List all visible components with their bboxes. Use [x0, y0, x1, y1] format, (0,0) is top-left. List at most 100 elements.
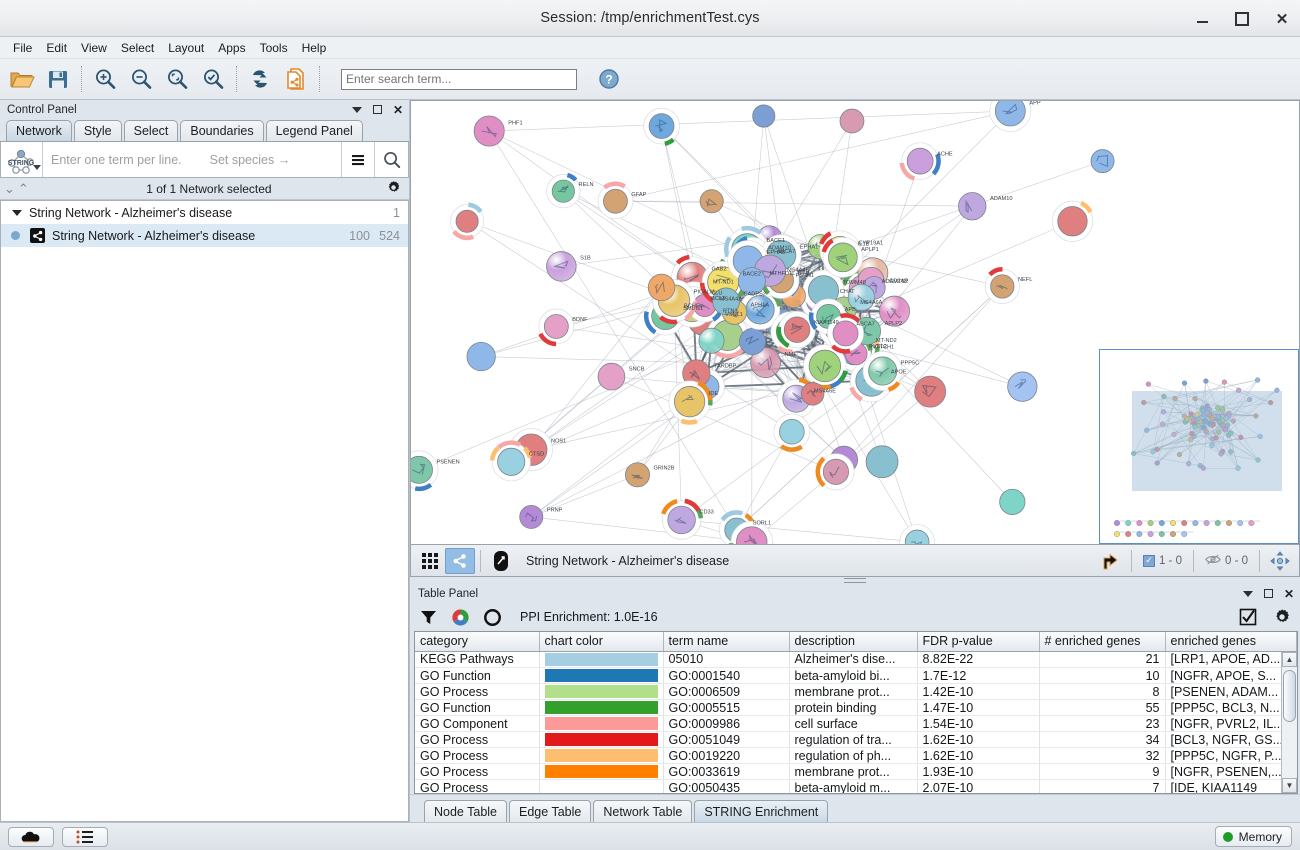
hidden-count-label: 0 - 0	[1224, 554, 1248, 567]
hamburger-menu-icon[interactable]	[342, 142, 375, 177]
node-label: BIN1	[798, 271, 810, 277]
cell-genes: [NGFR, PSENEN,...	[1165, 763, 1297, 780]
tab-node-table[interactable]: Node Table	[424, 800, 508, 822]
tab-style[interactable]: Style	[73, 120, 122, 141]
col-term-name[interactable]: term name	[663, 632, 790, 652]
network-view-icon[interactable]	[445, 547, 475, 574]
memory-status-button[interactable]: Memory	[1214, 826, 1292, 847]
table-vertical-scrollbar[interactable]: ▲ ▼	[1281, 651, 1297, 793]
table-panel-dropdown-icon[interactable]	[1242, 590, 1253, 597]
refresh-icon[interactable]	[242, 61, 278, 97]
search-icon[interactable]	[375, 142, 408, 177]
tree-expand-icon[interactable]	[12, 209, 22, 216]
table-row[interactable]: GO Component GO:0009986 cell surface 1.54E-…	[415, 715, 1297, 732]
menu-file[interactable]: File	[13, 40, 33, 55]
cloud-icon[interactable]	[8, 826, 54, 847]
tab-edge-table[interactable]: Edge Table	[509, 800, 592, 822]
maximize-button[interactable]	[1232, 9, 1252, 29]
enrichment-table[interactable]: category chart color term name descripti…	[414, 631, 1298, 794]
color-wheel-icon[interactable]	[450, 607, 470, 627]
menu-apps[interactable]: Apps	[218, 40, 246, 55]
close-button[interactable]: ✕	[1275, 10, 1289, 28]
scroll-down-button[interactable]: ▼	[1282, 778, 1297, 793]
open-folder-icon[interactable]	[4, 61, 40, 97]
expand-all-icon[interactable]: ⌃	[17, 180, 29, 196]
col-enriched-genes[interactable]: enriched genes	[1165, 632, 1297, 652]
table-row[interactable]: GO Process GO:0019220 regulation of ph... 1…	[415, 747, 1297, 764]
cell-term: GO:0009986	[663, 715, 790, 732]
menu-view[interactable]: View	[81, 40, 107, 55]
table-row[interactable]: GO Process GO:0006509 membrane prot... 1.42…	[415, 683, 1297, 700]
col-enriched-gene-count[interactable]: # enriched genes	[1039, 632, 1166, 652]
cell-fdr: 1.54E-10	[917, 715, 1040, 732]
grid-view-icon[interactable]	[415, 548, 445, 574]
scroll-up-button[interactable]: ▲	[1282, 651, 1297, 667]
table-row[interactable]: GO Process GO:0051049 regulation of tra...…	[415, 731, 1297, 748]
collapse-all-icon[interactable]: ⌄	[4, 180, 15, 196]
birds-eye-view[interactable]	[1099, 349, 1299, 544]
menu-help[interactable]: Help	[301, 40, 327, 55]
birds-eye-viewport-rect[interactable]	[1132, 391, 1282, 491]
pan-tool-icon[interactable]	[1265, 548, 1295, 574]
search-input[interactable]: Enter search term...	[341, 68, 577, 90]
tab-boundaries[interactable]: Boundaries	[180, 120, 264, 141]
table-row[interactable]: KEGG Pathways 05010 Alzheimer's dise... 8.8…	[415, 651, 1297, 668]
tab-select[interactable]: Select	[123, 120, 179, 141]
panel-float-icon[interactable]	[372, 105, 382, 114]
col-category[interactable]: category	[415, 632, 540, 652]
network-node	[1007, 371, 1038, 402]
help-icon[interactable]: ?	[591, 61, 627, 97]
zoom-out-icon[interactable]	[123, 61, 159, 97]
save-icon[interactable]	[40, 61, 76, 97]
panel-splitter[interactable]	[410, 577, 1300, 584]
cell-category: GO Process	[415, 683, 540, 700]
col-description[interactable]: description	[789, 632, 918, 652]
network-node	[489, 440, 533, 482]
network-tree-root[interactable]: String Network - Alzheimer's disease 1	[1, 201, 408, 224]
export-network-icon[interactable]	[278, 61, 314, 97]
zoom-fit-network-icon[interactable]	[195, 61, 231, 97]
node-label: KIAA1149	[814, 320, 839, 326]
table-row[interactable]: GO Function GO:0001540 beta-amyloid bi... 1…	[415, 667, 1297, 684]
tab-string-enrichment[interactable]: STRING Enrichment	[694, 800, 829, 822]
string-term-input[interactable]: Enter one term per line. Set species →	[43, 142, 342, 177]
filter-icon[interactable]	[418, 607, 438, 627]
menu-tools[interactable]: Tools	[259, 40, 288, 55]
detach-view-icon[interactable]	[486, 548, 516, 574]
select-all-checkbox-icon[interactable]	[1238, 607, 1258, 627]
menu-layout[interactable]: Layout	[168, 40, 205, 55]
network-tree-item[interactable]: String Network - Alzheimer's disease 100…	[1, 224, 408, 247]
enrichment-table-body-scroll[interactable]: KEGG Pathways 05010 Alzheimer's dise... 8.8…	[415, 651, 1297, 793]
scrollbar-thumb[interactable]	[1283, 669, 1296, 722]
minimize-button[interactable]	[1192, 9, 1212, 29]
string-logo-icon[interactable]: STRING	[1, 142, 43, 177]
tab-network[interactable]: Network	[6, 120, 72, 141]
table-panel-close-icon[interactable]: ✕	[1283, 586, 1294, 601]
tab-legend-panel[interactable]: Legend Panel	[265, 120, 363, 141]
settings-gear-icon[interactable]	[386, 180, 401, 198]
cell-description: membrane prot...	[789, 683, 918, 700]
share-view-icon[interactable]	[1096, 548, 1126, 574]
settings-gear-icon[interactable]	[1272, 607, 1292, 627]
task-list-icon[interactable]	[62, 826, 108, 847]
zoom-in-icon[interactable]	[87, 61, 123, 97]
network-canvas[interactable]: MT-ND2 MT-ND1 VSNL1 GAB2 RTN1 ABCA7 CHAT BCHE AD…	[410, 100, 1300, 545]
table-row[interactable]: GO Process GO:0033619 membrane prot... 1.93…	[415, 763, 1297, 780]
donut-chart-icon[interactable]	[482, 607, 502, 627]
network-graph[interactable]: MT-ND2 MT-ND1 VSNL1 GAB2 RTN1 ABCA7 CHAT BCHE AD…	[411, 101, 1299, 545]
zoom-fit-selected-icon[interactable]	[159, 61, 195, 97]
panel-close-icon[interactable]: ✕	[392, 102, 403, 117]
menu-select[interactable]: Select	[120, 40, 155, 55]
table-panel-float-icon[interactable]	[1263, 589, 1273, 598]
set-species-link[interactable]: Set species →	[209, 152, 291, 167]
table-row[interactable]: GO Function GO:0005515 protein binding 1.47…	[415, 699, 1297, 716]
panel-dropdown-icon[interactable]	[351, 106, 362, 113]
tab-network-table[interactable]: Network Table	[593, 800, 693, 822]
col-chart-color[interactable]: chart color	[539, 632, 664, 652]
network-node	[546, 172, 581, 209]
col-fdr-pvalue[interactable]: FDR p-value	[917, 632, 1040, 652]
menu-edit[interactable]: Edit	[46, 40, 68, 55]
svg-text:STRING: STRING	[7, 160, 34, 167]
chevron-down-icon[interactable]	[33, 165, 41, 170]
table-row[interactable]: GO Process GO:0050435 beta-amyloid m... 2.0…	[415, 779, 1297, 793]
